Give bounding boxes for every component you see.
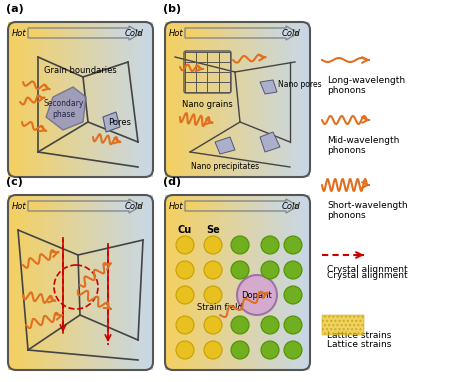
- Text: Hot: Hot: [12, 201, 27, 210]
- Circle shape: [261, 236, 279, 254]
- Circle shape: [204, 316, 222, 334]
- Polygon shape: [260, 80, 277, 94]
- Circle shape: [176, 286, 194, 304]
- Circle shape: [284, 341, 302, 359]
- Text: Hot: Hot: [12, 29, 27, 37]
- Polygon shape: [46, 87, 86, 130]
- Circle shape: [176, 316, 194, 334]
- Text: Hot: Hot: [169, 29, 183, 37]
- Text: Hot: Hot: [169, 201, 183, 210]
- Text: Lattice strains: Lattice strains: [327, 331, 392, 340]
- Polygon shape: [215, 137, 235, 154]
- Circle shape: [284, 236, 302, 254]
- Circle shape: [204, 286, 222, 304]
- Text: Cold: Cold: [281, 29, 300, 37]
- Text: Nano pores: Nano pores: [278, 79, 322, 89]
- Text: Dopant: Dopant: [242, 290, 273, 299]
- Text: Crystal alignment: Crystal alignment: [327, 265, 408, 274]
- Text: Long-wavelength
phonons: Long-wavelength phonons: [327, 76, 405, 96]
- Circle shape: [231, 316, 249, 334]
- Circle shape: [176, 236, 194, 254]
- Text: (a): (a): [6, 4, 24, 14]
- Text: Crystal alignment: Crystal alignment: [327, 271, 408, 280]
- Text: Cu: Cu: [178, 225, 192, 235]
- Circle shape: [231, 236, 249, 254]
- Circle shape: [261, 341, 279, 359]
- Text: Strain field: Strain field: [197, 304, 243, 312]
- Text: Secondary
phase: Secondary phase: [44, 99, 84, 119]
- Text: Se: Se: [206, 225, 220, 235]
- Text: Short-wavelength
phonons: Short-wavelength phonons: [327, 201, 408, 220]
- Text: Pores: Pores: [108, 118, 131, 126]
- FancyBboxPatch shape: [322, 315, 364, 335]
- Text: (d): (d): [163, 177, 181, 187]
- Text: Cold: Cold: [124, 29, 143, 37]
- Circle shape: [231, 341, 249, 359]
- Circle shape: [204, 261, 222, 279]
- Circle shape: [237, 275, 277, 315]
- Circle shape: [204, 341, 222, 359]
- Polygon shape: [103, 112, 120, 132]
- Circle shape: [284, 316, 302, 334]
- Circle shape: [176, 261, 194, 279]
- Polygon shape: [260, 132, 280, 152]
- Text: Nano precipitates: Nano precipitates: [191, 162, 259, 171]
- Circle shape: [231, 261, 249, 279]
- Text: Mid-wavelength
phonons: Mid-wavelength phonons: [327, 136, 400, 155]
- Circle shape: [261, 316, 279, 334]
- Text: Grain boundaries: Grain boundaries: [44, 65, 117, 74]
- Text: Cold: Cold: [124, 201, 143, 210]
- Circle shape: [284, 286, 302, 304]
- Text: Lattice strains: Lattice strains: [327, 340, 392, 349]
- Text: (b): (b): [163, 4, 181, 14]
- Circle shape: [261, 261, 279, 279]
- Text: (c): (c): [6, 177, 23, 187]
- Circle shape: [204, 236, 222, 254]
- Text: Cold: Cold: [281, 201, 300, 210]
- Circle shape: [176, 341, 194, 359]
- Text: Nano grains: Nano grains: [182, 100, 232, 109]
- Circle shape: [284, 261, 302, 279]
